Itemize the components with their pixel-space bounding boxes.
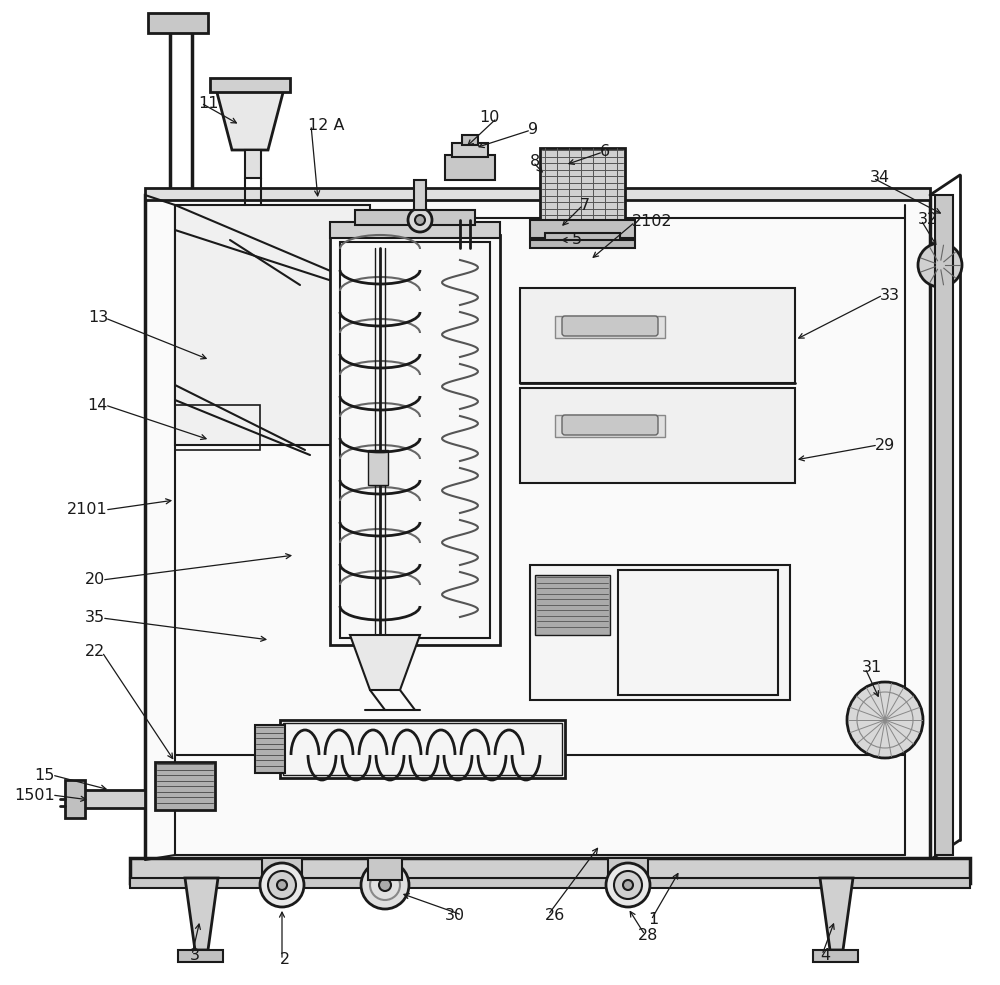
Text: 15: 15 <box>35 767 55 782</box>
Text: 30: 30 <box>445 907 465 923</box>
Bar <box>414 180 426 210</box>
Bar <box>245 150 261 178</box>
Circle shape <box>379 879 391 891</box>
Polygon shape <box>820 878 853 950</box>
Circle shape <box>408 208 432 232</box>
Circle shape <box>623 880 633 890</box>
Polygon shape <box>185 878 218 950</box>
Bar <box>130 878 970 888</box>
Bar <box>618 570 778 695</box>
Bar <box>608 858 648 880</box>
Bar <box>330 222 500 238</box>
Text: 5: 5 <box>572 232 582 247</box>
Text: 12 A: 12 A <box>308 117 344 133</box>
Bar <box>530 220 635 238</box>
Text: 6: 6 <box>600 145 610 160</box>
Bar <box>452 143 488 157</box>
Text: 26: 26 <box>545 907 565 923</box>
Text: 31: 31 <box>862 661 882 676</box>
Text: 35: 35 <box>85 611 105 625</box>
Text: 8: 8 <box>530 155 540 169</box>
Bar <box>210 78 290 92</box>
Bar <box>935 195 953 855</box>
Text: 1: 1 <box>648 912 658 928</box>
Bar <box>445 155 495 180</box>
Text: 13: 13 <box>88 310 108 325</box>
Polygon shape <box>215 85 285 150</box>
Bar <box>368 858 402 880</box>
Circle shape <box>918 243 962 287</box>
Text: 3: 3 <box>190 948 200 962</box>
Bar <box>145 188 930 200</box>
Bar <box>175 205 370 445</box>
FancyBboxPatch shape <box>562 415 658 435</box>
Circle shape <box>361 861 409 909</box>
FancyBboxPatch shape <box>562 316 658 336</box>
FancyBboxPatch shape <box>502 282 818 668</box>
Bar <box>555 415 665 437</box>
Bar <box>145 195 930 860</box>
Bar <box>280 720 565 778</box>
Bar <box>148 13 208 33</box>
Text: 7: 7 <box>580 198 590 213</box>
Bar <box>175 405 260 450</box>
Bar <box>130 858 970 883</box>
Bar <box>283 723 562 775</box>
Circle shape <box>268 871 296 899</box>
Bar <box>262 858 302 880</box>
Bar <box>83 790 145 808</box>
Text: 10: 10 <box>480 110 500 125</box>
Circle shape <box>260 863 304 907</box>
Text: 29: 29 <box>875 437 895 452</box>
Text: 2102: 2102 <box>632 215 673 230</box>
Bar <box>540 148 625 223</box>
Bar <box>368 450 388 485</box>
Text: 9: 9 <box>528 122 538 138</box>
Bar <box>813 950 858 962</box>
Text: 20: 20 <box>85 572 105 587</box>
Circle shape <box>415 215 425 225</box>
Bar <box>355 210 475 225</box>
Text: 11: 11 <box>198 96 218 110</box>
Text: 14: 14 <box>88 398 108 413</box>
Bar <box>330 235 500 645</box>
Bar <box>520 388 795 483</box>
Circle shape <box>606 863 650 907</box>
Text: 33: 33 <box>880 288 900 302</box>
Bar <box>520 288 795 383</box>
Bar <box>530 240 635 248</box>
Text: 2: 2 <box>280 952 290 967</box>
Text: 34: 34 <box>870 170 890 185</box>
Bar <box>255 725 285 773</box>
Text: 4: 4 <box>820 948 830 962</box>
Bar <box>462 135 478 145</box>
Circle shape <box>847 682 923 758</box>
Polygon shape <box>350 635 420 690</box>
Bar <box>530 565 790 700</box>
Text: 1501: 1501 <box>14 787 55 803</box>
Text: 22: 22 <box>85 644 105 660</box>
Bar <box>178 950 223 962</box>
Text: 2101: 2101 <box>67 502 108 517</box>
Bar <box>535 575 610 635</box>
Circle shape <box>277 880 287 890</box>
Bar <box>555 316 665 338</box>
Bar <box>545 233 620 245</box>
Text: 28: 28 <box>638 928 658 943</box>
Bar <box>340 242 490 638</box>
Bar <box>65 780 85 818</box>
Bar <box>155 762 215 810</box>
Circle shape <box>614 871 642 899</box>
Text: 32: 32 <box>918 213 938 228</box>
